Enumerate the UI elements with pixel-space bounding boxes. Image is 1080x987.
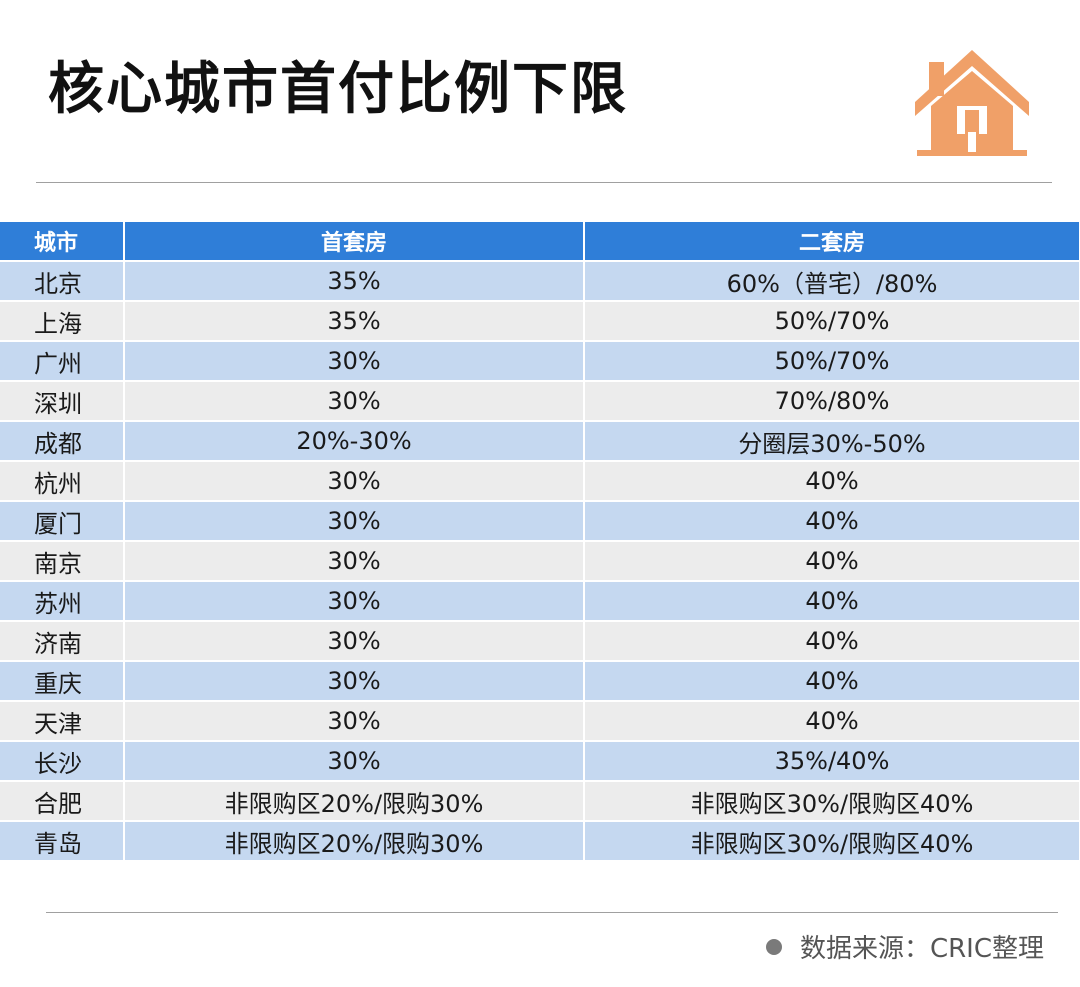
table-header-row: 城市 首套房 二套房: [0, 222, 1080, 262]
first-home-cell: 30%: [124, 341, 585, 382]
second-home-cell: 50%/70%: [584, 301, 1080, 342]
table-row: 厦门 30% 40%: [0, 501, 1080, 542]
second-home-cell: 40%: [584, 581, 1080, 622]
first-home-cell: 30%: [124, 621, 585, 662]
city-cell: 北京: [0, 261, 125, 302]
data-source-text: 数据来源：CRIC整理: [799, 934, 1044, 964]
second-home-cell: 40%: [584, 621, 1080, 662]
table-row: 天津 30% 40%: [0, 701, 1080, 742]
first-home-cell: 非限购区20%/限购30%: [124, 781, 585, 822]
table-row: 重庆 30% 40%: [0, 661, 1080, 702]
first-home-cell: 35%: [124, 301, 585, 342]
city-cell: 深圳: [0, 381, 125, 422]
city-cell: 成都: [0, 421, 125, 462]
first-home-cell: 30%: [124, 461, 585, 502]
top-divider: [36, 182, 1052, 183]
second-home-cell: 35%/40%: [584, 741, 1080, 782]
second-home-cell: 40%: [584, 461, 1080, 502]
data-source: 数据来源：CRIC整理: [765, 928, 1044, 965]
second-home-cell: 40%: [584, 501, 1080, 542]
city-cell: 南京: [0, 541, 125, 582]
table-row: 成都 20%-30% 分圈层30%-50%: [0, 421, 1080, 462]
header-first-home: 首套房: [124, 222, 585, 262]
first-home-cell: 35%: [124, 261, 585, 302]
first-home-cell: 30%: [124, 741, 585, 782]
first-home-cell: 30%: [124, 501, 585, 542]
first-home-cell: 30%: [124, 661, 585, 702]
header-city: 城市: [0, 222, 125, 262]
first-home-cell: 30%: [124, 701, 585, 742]
city-cell: 长沙: [0, 741, 125, 782]
second-home-cell: 50%/70%: [584, 341, 1080, 382]
header-second-home: 二套房: [584, 222, 1080, 262]
second-home-cell: 70%/80%: [584, 381, 1080, 422]
table-row: 南京 30% 40%: [0, 541, 1080, 582]
city-cell: 苏州: [0, 581, 125, 622]
second-home-cell: 60%（普宅）/80%: [584, 261, 1080, 302]
first-home-cell: 20%-30%: [124, 421, 585, 462]
second-home-cell: 40%: [584, 701, 1080, 742]
second-home-cell: 非限购区30%/限购区40%: [584, 781, 1080, 822]
down-payment-table: 城市 首套房 二套房 北京 35% 60%（普宅）/80% 上海 35% 50%…: [0, 222, 1080, 862]
second-home-cell: 分圈层30%-50%: [584, 421, 1080, 462]
page-title: 核心城市首付比例下限: [48, 57, 628, 122]
bullet-dot-icon: [765, 938, 782, 955]
city-cell: 上海: [0, 301, 125, 342]
city-cell: 合肥: [0, 781, 125, 822]
first-home-cell: 非限购区20%/限购30%: [124, 821, 585, 862]
city-cell: 广州: [0, 341, 125, 382]
house-icon: [915, 50, 1029, 156]
table-row: 苏州 30% 40%: [0, 581, 1080, 622]
table-row: 济南 30% 40%: [0, 621, 1080, 662]
table-row: 北京 35% 60%（普宅）/80%: [0, 261, 1080, 302]
second-home-cell: 40%: [584, 661, 1080, 702]
table-row: 长沙 30% 35%/40%: [0, 741, 1080, 782]
second-home-cell: 40%: [584, 541, 1080, 582]
city-cell: 济南: [0, 621, 125, 662]
bottom-divider: [46, 912, 1058, 913]
table-row: 合肥 非限购区20%/限购30% 非限购区30%/限购区40%: [0, 781, 1080, 822]
table-row: 青岛 非限购区20%/限购30% 非限购区30%/限购区40%: [0, 821, 1080, 862]
table-row: 广州 30% 50%/70%: [0, 341, 1080, 382]
city-cell: 重庆: [0, 661, 125, 702]
table-row: 上海 35% 50%/70%: [0, 301, 1080, 342]
first-home-cell: 30%: [124, 581, 585, 622]
table-row: 杭州 30% 40%: [0, 461, 1080, 502]
second-home-cell: 非限购区30%/限购区40%: [584, 821, 1080, 862]
first-home-cell: 30%: [124, 381, 585, 422]
table-row: 深圳 30% 70%/80%: [0, 381, 1080, 422]
city-cell: 厦门: [0, 501, 125, 542]
first-home-cell: 30%: [124, 541, 585, 582]
city-cell: 杭州: [0, 461, 125, 502]
city-cell: 青岛: [0, 821, 125, 862]
city-cell: 天津: [0, 701, 125, 742]
